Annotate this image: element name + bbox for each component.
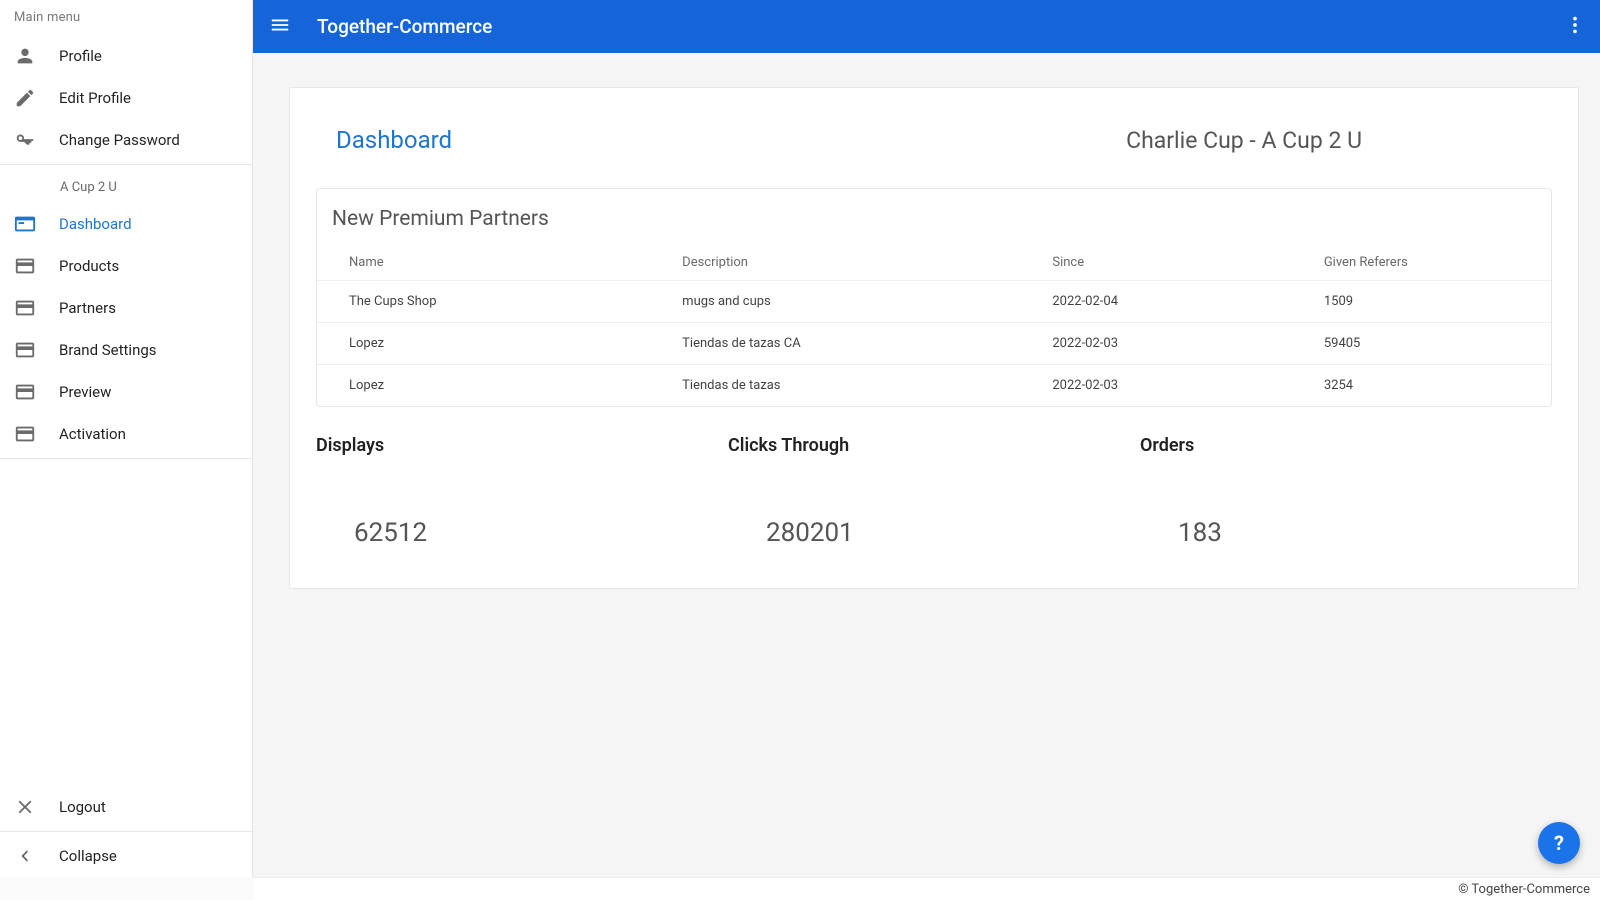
question-icon: ? [1554, 831, 1564, 855]
col-referers: Given Referers [1292, 245, 1551, 281]
stat-value: 280201 [728, 518, 1140, 548]
sidebar-item-label: Preview [42, 383, 111, 401]
col-description: Description [650, 245, 1020, 281]
sidebar-item-profile[interactable]: Profile [0, 35, 252, 77]
stat-displays: Displays 62512 [316, 435, 728, 548]
cell-since: 2022-02-03 [1020, 323, 1291, 365]
card-icon [14, 422, 42, 446]
cell-name: The Cups Shop [317, 281, 650, 323]
sidebar-item-change-password[interactable]: Change Password [0, 119, 252, 161]
cell-referers: 3254 [1292, 365, 1551, 407]
sidebar-item-label: Collapse [42, 847, 117, 865]
content-area: Dashboard Charlie Cup - A Cup 2 U New Pr… [253, 53, 1600, 877]
cell-desc: Tiendas de tazas CA [650, 323, 1020, 365]
sidebar-item-edit-profile[interactable]: Edit Profile [0, 77, 252, 119]
sidebar-item-activation[interactable]: Activation [0, 413, 252, 455]
key-icon [14, 128, 42, 152]
cell-name: Lopez [317, 323, 650, 365]
page-title: Dashboard [336, 126, 452, 154]
partners-table: Name Description Since Given Referers Th… [317, 245, 1551, 406]
cell-since: 2022-02-04 [1020, 281, 1291, 323]
dashboard-card: Dashboard Charlie Cup - A Cup 2 U New Pr… [289, 87, 1579, 589]
kebab-icon [1564, 14, 1586, 40]
chevron-left-icon [14, 844, 42, 868]
pencil-icon [14, 86, 42, 110]
stat-label: Clicks Through [728, 435, 1140, 456]
person-icon [14, 44, 42, 68]
cell-referers: 59405 [1292, 323, 1551, 365]
table-header-row: Name Description Since Given Referers [317, 245, 1551, 281]
cell-name: Lopez [317, 365, 650, 407]
stats-row: Displays 62512 Clicks Through 280201 Ord… [314, 429, 1554, 548]
table-row[interactable]: LopezTiendas de tazas2022-02-033254 [317, 365, 1551, 407]
sidebar-item-logout[interactable]: Logout [0, 786, 252, 828]
sidebar-item-label: Dashboard [42, 215, 132, 233]
kebab-menu[interactable] [1564, 14, 1586, 40]
sidebar-item-label: Partners [42, 299, 116, 317]
table-row[interactable]: LopezTiendas de tazas CA2022-02-0359405 [317, 323, 1551, 365]
sidebar-item-label: Change Password [42, 131, 180, 149]
sidebar-item-label: Activation [42, 425, 126, 443]
card-icon [14, 296, 42, 320]
footer: © Together-Commerce [253, 877, 1600, 900]
col-name: Name [317, 245, 650, 281]
user-info: Charlie Cup - A Cup 2 U [1126, 127, 1362, 154]
cell-since: 2022-02-03 [1020, 365, 1291, 407]
dashboard-icon [14, 212, 42, 236]
cell-referers: 1509 [1292, 281, 1551, 323]
stat-value: 183 [1140, 518, 1552, 548]
card-icon [14, 254, 42, 278]
sidebar-item-label: Edit Profile [42, 89, 131, 107]
sidebar-item-label: Logout [42, 798, 106, 816]
sidebar-header: Main menu [0, 0, 252, 35]
col-since: Since [1020, 245, 1291, 281]
sidebar-item-label: Profile [42, 47, 102, 65]
stat-label: Displays [316, 435, 728, 456]
card-header: Dashboard Charlie Cup - A Cup 2 U [314, 126, 1554, 154]
sidebar-item-partners[interactable]: Partners [0, 287, 252, 329]
topbar: Together-Commerce [253, 0, 1600, 53]
stat-orders: Orders 183 [1140, 435, 1552, 548]
close-icon [14, 795, 42, 819]
table-row[interactable]: The Cups Shopmugs and cups2022-02-041509 [317, 281, 1551, 323]
help-fab[interactable]: ? [1538, 822, 1580, 864]
cell-desc: mugs and cups [650, 281, 1020, 323]
footer-text: © Together-Commerce [1458, 882, 1590, 897]
card-icon [14, 380, 42, 404]
sidebar-item-label: Products [42, 257, 119, 275]
sidebar-item-brand-settings[interactable]: Brand Settings [0, 329, 252, 371]
sidebar-item-collapse[interactable]: Collapse [0, 835, 252, 877]
app-title: Together-Commerce [317, 15, 492, 38]
sidebar-item-preview[interactable]: Preview [0, 371, 252, 413]
card-icon [14, 338, 42, 362]
stat-value: 62512 [316, 518, 728, 548]
divider [0, 458, 252, 459]
stat-label: Orders [1140, 435, 1552, 456]
divider [0, 164, 252, 165]
partners-panel: New Premium Partners Name Description Si… [316, 188, 1552, 407]
cell-desc: Tiendas de tazas [650, 365, 1020, 407]
sidebar-item-label: Brand Settings [42, 341, 157, 359]
sidebar: Main menu Profile Edit Profile Change Pa… [0, 0, 253, 877]
menu-button[interactable] [253, 14, 307, 40]
menu-icon [269, 14, 291, 40]
divider [0, 831, 252, 832]
sidebar-item-products[interactable]: Products [0, 245, 252, 287]
sidebar-brand-name: A Cup 2 U [0, 168, 252, 203]
stat-clicks: Clicks Through 280201 [728, 435, 1140, 548]
sidebar-item-dashboard[interactable]: Dashboard [0, 203, 252, 245]
panel-title: New Premium Partners [317, 189, 1551, 245]
